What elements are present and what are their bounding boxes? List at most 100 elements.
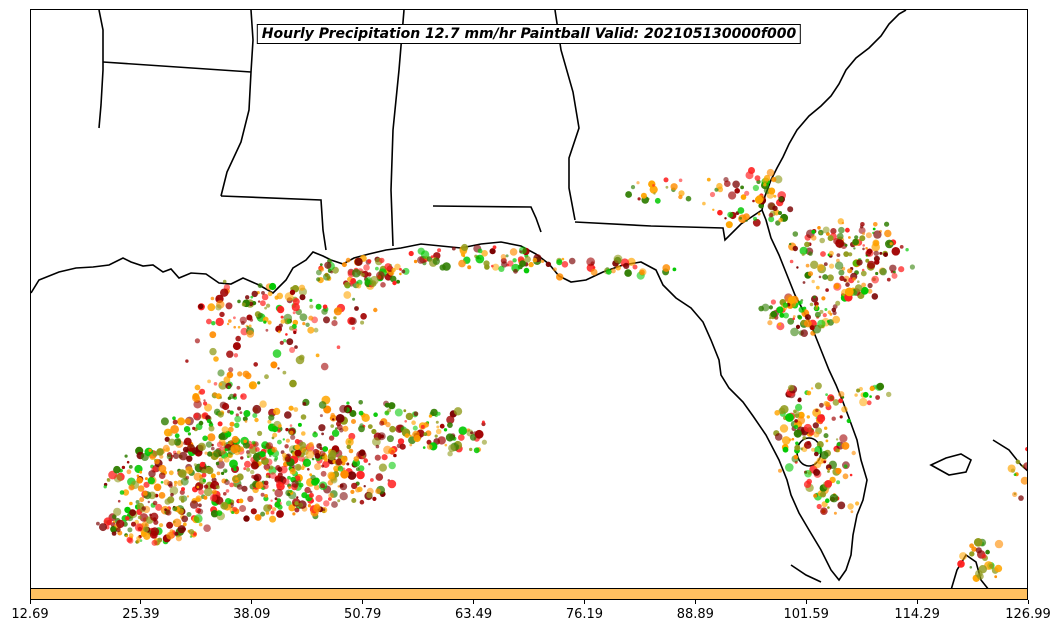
coastlines-and-borders (31, 10, 1027, 588)
precip-paintball (322, 304, 328, 310)
precip-paintball (346, 444, 352, 450)
precip-paintball (270, 499, 273, 502)
precip-paintball (339, 492, 348, 501)
precip-paintball (803, 480, 812, 488)
precip-paintball (367, 259, 372, 264)
precip-paintball (375, 266, 379, 271)
colorbar-tick (1027, 600, 1029, 604)
precip-paintball (115, 527, 121, 533)
precip-paintball (809, 325, 815, 331)
precip-paintball (627, 257, 636, 266)
precip-paintball (1012, 491, 1018, 497)
precip-paintball (209, 421, 213, 424)
precip-paintball (822, 226, 830, 234)
precip-paintball (405, 412, 414, 421)
precip-paintball (215, 485, 220, 490)
precip-paintball (257, 300, 261, 303)
precip-paintball (744, 190, 750, 196)
precip-paintball (186, 455, 193, 462)
precip-paintball (455, 440, 460, 445)
precip-paintball (872, 239, 880, 247)
precip-paintball (319, 450, 326, 457)
precip-paintball (855, 501, 860, 506)
precip-paintball (238, 498, 244, 504)
precip-paintball (269, 472, 277, 479)
precip-paintball (871, 293, 879, 300)
precip-paintball (792, 315, 796, 318)
precip-paintball (740, 185, 744, 190)
precip-paintball (189, 535, 193, 538)
precip-paintball (805, 263, 810, 268)
precip-paintball (815, 285, 820, 290)
precip-paintball (492, 245, 497, 250)
precip-paintball (168, 470, 174, 476)
precip-paintball (219, 311, 225, 318)
precip-paintball (781, 436, 791, 445)
precip-paintball (404, 433, 410, 439)
precip-paintball (838, 226, 845, 234)
precip-paintball (314, 463, 322, 471)
precip-paintball (129, 509, 137, 516)
atlantic-coastline (761, 10, 907, 211)
precip-paintball (879, 268, 887, 276)
precip-paintball (215, 304, 222, 311)
precip-paintball (745, 171, 754, 180)
precip-paintball (820, 451, 829, 460)
precip-paintball (309, 298, 313, 302)
precip-paintball (339, 482, 348, 491)
precip-paintball (194, 338, 200, 344)
precip-paintball (791, 437, 795, 441)
precip-paintball (201, 468, 206, 474)
precip-paintball (989, 563, 994, 569)
precip-paintball (819, 402, 824, 408)
precip-paintball (763, 174, 771, 182)
precip-paintball (806, 390, 812, 396)
precip-paintball (822, 313, 827, 318)
precip-paintball (363, 264, 370, 271)
precip-paintball (886, 277, 891, 282)
precip-paintball (99, 523, 107, 532)
precip-paintball (229, 393, 235, 399)
precip-paintball (228, 426, 234, 433)
precip-paintball (125, 534, 128, 538)
precip-paintball (384, 402, 390, 408)
precip-paintball (186, 495, 190, 498)
precip-paintball (834, 261, 844, 270)
precip-paintball (349, 438, 354, 442)
precip-paintball (825, 288, 829, 292)
precip-paintball (469, 447, 473, 452)
precip-paintball (396, 280, 401, 284)
precip-paintball (436, 425, 440, 429)
precip-paintball (844, 243, 848, 247)
precip-paintball (783, 312, 789, 319)
precip-paintball (505, 254, 509, 258)
precip-paintball (195, 482, 204, 491)
precip-paintball (350, 489, 355, 494)
precip-paintball (274, 488, 283, 498)
precip-paintball (388, 402, 396, 410)
precip-paintball (288, 405, 294, 411)
precip-paintball (344, 281, 351, 289)
precip-paintball (446, 415, 455, 424)
precip-paintball (367, 424, 373, 429)
precip-paintball (835, 300, 841, 306)
precip-paintball (889, 242, 893, 246)
precip-paintball (291, 303, 300, 312)
precip-paintball (251, 290, 258, 298)
precip-paintball (260, 511, 266, 517)
precip-paintball (166, 521, 174, 529)
precip-paintball (408, 250, 414, 257)
precip-paintball (185, 466, 194, 474)
precip-paintball (811, 295, 819, 303)
precip-paintball (842, 473, 849, 480)
precip-paintball (209, 347, 217, 356)
precip-paintball (610, 268, 616, 274)
precip-paintball (876, 382, 885, 391)
precip-paintball (1018, 495, 1024, 501)
precip-paintball (236, 385, 241, 390)
precip-paintball (275, 481, 283, 488)
precip-paintball (776, 306, 784, 314)
precip-paintball (797, 416, 806, 425)
precip-paintball (519, 250, 523, 254)
precip-paintball (363, 458, 369, 463)
